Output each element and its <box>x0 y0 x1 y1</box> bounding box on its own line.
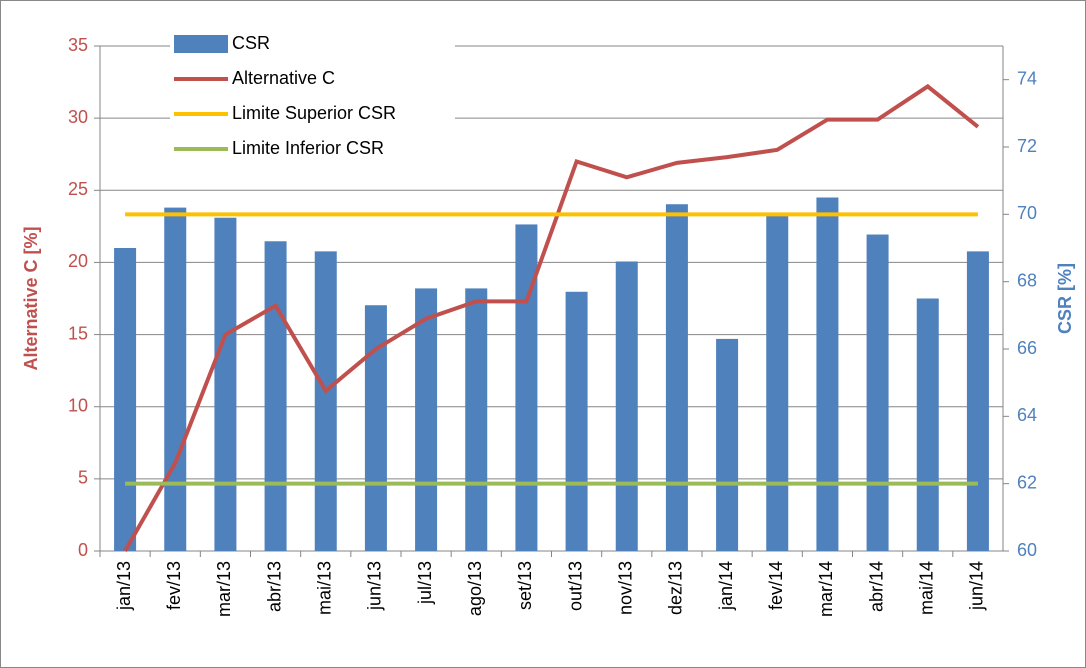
x-tick-label: out/13 <box>565 561 585 611</box>
x-tick-label: dez/13 <box>666 561 686 615</box>
y-tick-label: 25 <box>68 179 88 199</box>
x-tick-label: mar/13 <box>214 561 234 617</box>
y2-tick-label: 60 <box>1017 540 1037 560</box>
x-tick-label: abr/13 <box>264 561 284 612</box>
bar <box>515 224 538 551</box>
bar <box>565 291 588 551</box>
legend-label: Alternative C <box>232 68 335 88</box>
bar <box>816 197 839 551</box>
legend-label: Limite Superior CSR <box>232 103 396 123</box>
bar <box>415 288 438 551</box>
y-tick-label: 0 <box>78 540 88 560</box>
y2-tick-label: 64 <box>1017 405 1037 425</box>
legend-label: CSR <box>232 33 270 53</box>
x-tick-label: jun/14 <box>967 561 987 611</box>
y2-tick-label: 74 <box>1017 68 1037 88</box>
x-tick-label: jul/13 <box>415 561 435 605</box>
y-axis-label: Alternative C [%] <box>21 226 41 370</box>
bar <box>214 217 237 551</box>
bar <box>866 234 889 552</box>
bar <box>615 261 638 551</box>
bar <box>966 251 989 551</box>
y-tick-label: 5 <box>78 468 88 488</box>
bar <box>314 251 337 551</box>
x-tick-label: jan/13 <box>114 561 134 611</box>
x-tick-label: mar/14 <box>816 561 836 617</box>
legend-label: Limite Inferior CSR <box>232 138 384 158</box>
line <box>123 83 980 552</box>
y-tick-label: 30 <box>68 107 88 127</box>
bar <box>716 338 739 551</box>
legend: CSR Alternative C Limite Superior CSR Limit… <box>170 30 455 172</box>
x-tick-label: fev/13 <box>164 561 184 610</box>
bar <box>114 248 137 551</box>
bar <box>766 214 789 552</box>
x-tick-label: fev/14 <box>766 561 786 610</box>
bar <box>916 298 939 551</box>
x-tick-label: jan/14 <box>716 561 736 611</box>
y-tick-label: 20 <box>68 251 88 271</box>
x-tick-label: mai/14 <box>917 561 937 615</box>
y2-tick-label: 68 <box>1017 270 1037 290</box>
bar <box>264 241 287 551</box>
x-tick-label: mai/13 <box>315 561 335 615</box>
x-tick-label: abr/14 <box>866 561 886 612</box>
bar <box>364 305 387 551</box>
x-tick-label: nov/13 <box>616 561 636 615</box>
y2-tick-label: 66 <box>1017 338 1037 358</box>
y2-tick-label: 62 <box>1017 472 1037 492</box>
y-tick-label: 15 <box>68 323 88 343</box>
y-tick-label: 35 <box>68 35 88 55</box>
y2-axis-label: CSR [%] <box>1055 263 1075 334</box>
x-tick-label: ago/13 <box>465 561 485 616</box>
y2-tick-label: 72 <box>1017 136 1037 156</box>
legend-swatch <box>174 35 228 53</box>
bar <box>465 288 488 551</box>
x-tick-label: set/13 <box>515 561 535 610</box>
y2-tick-label: 70 <box>1017 203 1037 223</box>
y-tick-label: 10 <box>68 395 88 415</box>
x-tick-label: jun/13 <box>365 561 385 611</box>
bar <box>665 204 688 551</box>
bar <box>164 207 187 551</box>
